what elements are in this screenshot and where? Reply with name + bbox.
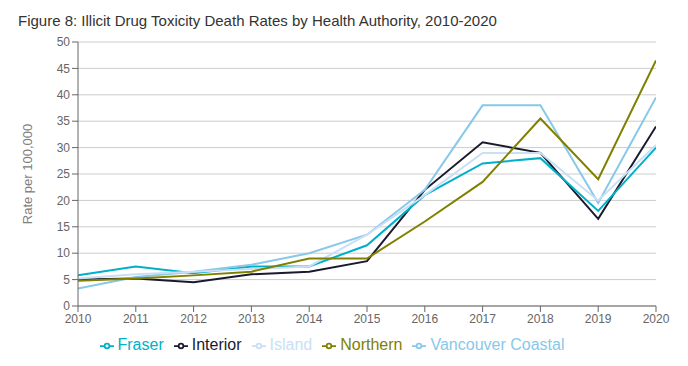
svg-text:20: 20 [57,194,71,208]
svg-text:2013: 2013 [238,312,265,326]
svg-text:2014: 2014 [296,312,323,326]
svg-text:2017: 2017 [469,312,496,326]
html-text:Northern: Northern [340,336,403,353]
svg-text:15: 15 [57,220,71,234]
svg-text:10: 10 [57,246,71,260]
svg-text:35: 35 [57,114,71,128]
svg-text:40: 40 [57,88,71,102]
svg-text:2018: 2018 [527,312,554,326]
svg-text:5: 5 [63,273,70,287]
svg-text:45: 45 [57,62,71,76]
svg-text:2019: 2019 [585,312,612,326]
svg-text:2020: 2020 [643,312,670,326]
svg-text:0: 0 [63,299,70,313]
html-text:Vancouver Coastal: Vancouver Coastal [430,336,565,353]
svg-text:2010: 2010 [65,312,92,326]
svg-text:30: 30 [57,141,71,155]
svg-text:25: 25 [57,167,71,181]
svg-text:50: 50 [57,35,71,49]
svg-text:Rate per 100,000: Rate per 100,000 [20,124,35,224]
html-text:Interior: Interior [191,336,242,353]
html-text:Figure 8: Illicit Drug Toxicit: Figure 8: Illicit Drug Toxicity Death Ra… [18,12,497,29]
html-text:Fraser: Fraser [117,336,164,353]
svg-text:2012: 2012 [180,312,207,326]
svg-text:2011: 2011 [123,312,149,326]
html-text:Island: Island [269,336,313,353]
svg-text:2015: 2015 [354,312,381,326]
svg-text:2016: 2016 [411,312,438,326]
